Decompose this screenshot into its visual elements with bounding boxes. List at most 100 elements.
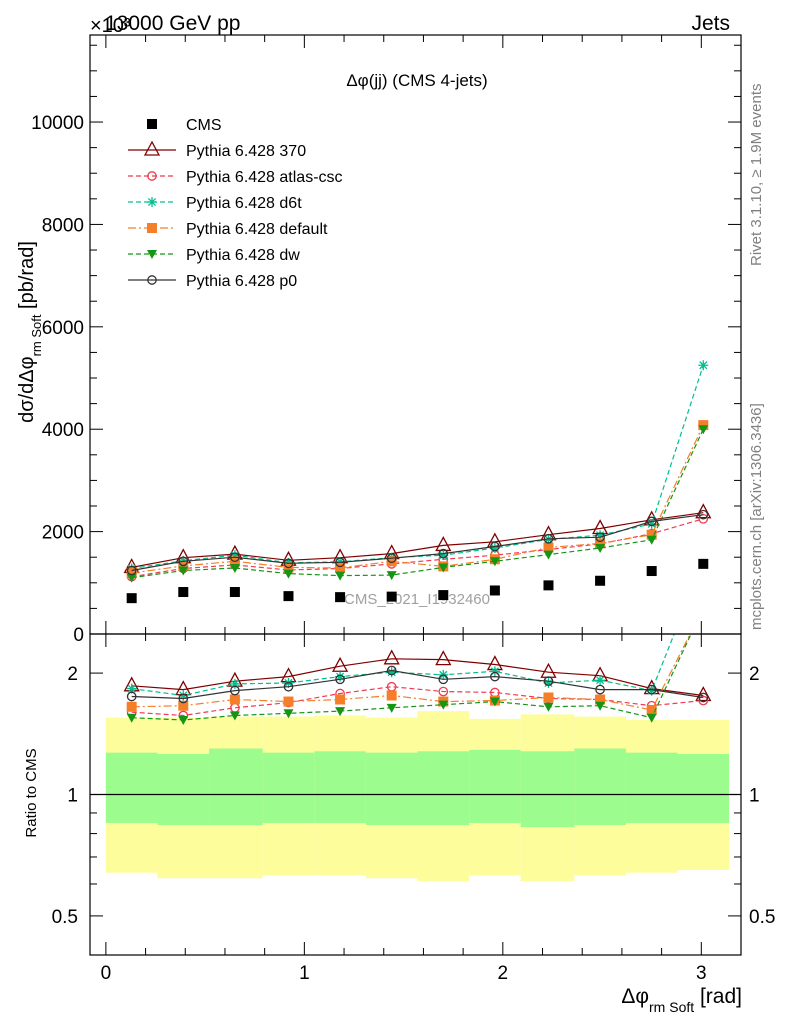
data-point-pythia-6-428-p0 <box>230 552 240 563</box>
ratio-point-pythia-6-428-p0 <box>438 674 449 685</box>
data-point-pythia-6-428-p0 <box>595 532 605 543</box>
ratio-line-pythia-6-428-d6t <box>131 634 675 697</box>
data-point-pythia-6-428-dw <box>386 571 397 581</box>
data-point-cms <box>229 587 240 598</box>
data-point-cms <box>698 558 709 569</box>
series-pythia-6-428-dw <box>126 425 709 583</box>
ratio-point-pythia-6-428-p0 <box>646 684 657 695</box>
ratio-line-pythia-6-428-370 <box>131 658 704 697</box>
ratio-point-pythia-6-428-default <box>698 603 708 613</box>
exponent-marker: ×10³ <box>90 15 131 37</box>
ratio-point-pythia-6-428-default <box>335 694 346 705</box>
watermark: CMS_2021_I1932460 <box>344 591 490 608</box>
ratio-point-pythia-6-428-p0 <box>335 674 345 685</box>
legend-marker-pythia-6-428-atlas-csc <box>147 171 157 181</box>
y-tick-label: 4000 <box>42 420 84 441</box>
data-point-pythia-6-428-dw <box>178 566 189 576</box>
data-point-pythia-6-428-p0 <box>335 557 345 568</box>
legend-marker-pythia-6-428-d6t <box>147 197 157 207</box>
x-tick-label: 0 <box>101 963 112 984</box>
data-point-pythia-6-428-dw <box>283 569 294 579</box>
ratio-point-pythia-6-428-default <box>126 701 137 712</box>
data-point-pythia-6-428-p0 <box>126 565 137 576</box>
xlabel-subscript: rm Soft <box>649 999 694 1015</box>
ratio-point-pythia-6-428-dw <box>595 701 606 711</box>
legend-entry-pythia-6-428-atlas-csc: Pythia 6.428 atlas-csc <box>128 169 343 186</box>
legend-label-pythia-6-428-370: Pythia 6.428 370 <box>186 143 306 160</box>
ratio-point-pythia-6-428-370 <box>331 656 349 672</box>
ratio-y-tick-label: 1 <box>67 786 78 807</box>
series-pythia-6-428-370 <box>123 503 712 574</box>
inner-band-bin <box>417 751 470 826</box>
ratio-point-pythia-6-428-dw <box>489 697 500 707</box>
ratio-point-pythia-6-428-p0 <box>386 665 397 676</box>
series-pythia-6-428-d6t <box>126 360 709 574</box>
data-point-pythia-6-428-dw <box>489 557 500 567</box>
ratio-point-pythia-6-428-370 <box>695 686 712 702</box>
ylabel-units: [pb/rad] <box>16 241 38 314</box>
legend-label-pythia-6-428-default: Pythia 6.428 default <box>186 221 328 238</box>
data-point-pythia-6-428-default <box>126 568 137 579</box>
ratio-panel: 0.5 0.5 1 1 2 2 0 1 2 3 <box>52 603 775 984</box>
ratio-point-pythia-6-428-370 <box>383 649 400 665</box>
xlabel-dphi: Δφ <box>621 985 649 1008</box>
ylabel-dsigma: dσ/dΔφ <box>16 356 38 423</box>
series-line-pythia-6-428-p0 <box>131 514 704 572</box>
ratio-series-pythia-6-428-p0 <box>126 665 709 704</box>
main-y-axis-title: dσ/dΔφrm Soft [pb/rad] <box>16 241 44 423</box>
ratio-point-pythia-6-428-default <box>178 700 189 711</box>
legend-entry-pythia-6-428-370: Pythia 6.428 370 <box>128 140 306 160</box>
x-axis-title: Δφrm Soft [rad] <box>621 985 742 1015</box>
ylabel-subscript: rm Soft <box>29 314 44 356</box>
mcplots-label: mcplots.cern.ch [arXiv:1306.3436] <box>748 403 765 630</box>
inner-band-bin <box>314 751 366 823</box>
ratio-point-pythia-6-428-atlas-csc <box>438 686 449 697</box>
inner-band-bin <box>209 748 263 826</box>
data-point-pythia-6-428-dw <box>126 573 137 583</box>
legend-marker-pythia-6-428-p0 <box>147 275 157 285</box>
data-point-pythia-6-428-p0 <box>543 533 554 544</box>
series-line-pythia-6-428-d6t <box>131 365 704 570</box>
main-panel: 0 2000 4000 6000 8000 10000 <box>31 34 742 646</box>
legend-label-pythia-6-428-p0: Pythia 6.428 p0 <box>186 273 297 290</box>
ratio-point-pythia-6-428-dw <box>646 713 657 723</box>
series-line-pythia-6-428-atlas-csc <box>131 518 704 578</box>
data-point-pythia-6-428-d6t <box>595 530 606 541</box>
ratio-line-pythia-6-428-p0 <box>131 669 704 700</box>
series-pythia-6-428-default <box>126 420 709 579</box>
y-tick-label: 8000 <box>42 215 84 236</box>
main-series <box>123 360 712 604</box>
legend-label-cms: CMS <box>186 117 222 134</box>
data-point-pythia-6-428-dw <box>543 550 554 560</box>
ratio-y-tick-label-right: 0.5 <box>749 907 775 928</box>
ratio-point-pythia-6-428-d6t <box>335 671 346 682</box>
data-point-pythia-6-428-p0 <box>438 548 449 559</box>
legend-entry-cms: CMS <box>147 117 222 134</box>
data-point-pythia-6-428-d6t <box>489 542 500 553</box>
ratio-point-pythia-6-428-d6t <box>386 667 397 678</box>
ratio-point-pythia-6-428-370 <box>435 650 452 666</box>
ratio-point-pythia-6-428-p0 <box>178 693 189 704</box>
ratio-frame <box>89 633 742 956</box>
data-point-pythia-6-428-p0 <box>646 516 657 527</box>
data-point-pythia-6-428-default <box>595 538 606 549</box>
process-label: Jets <box>691 12 730 35</box>
ratio-series-pythia-6-428-dw <box>126 634 692 726</box>
inner-band-bin <box>262 752 315 823</box>
data-point-pythia-6-428-default <box>386 556 397 567</box>
data-point-pythia-6-428-default <box>543 542 554 553</box>
data-point-pythia-6-428-d6t <box>698 360 709 371</box>
data-point-pythia-6-428-dw <box>229 563 240 573</box>
data-point-pythia-6-428-dw <box>335 571 346 581</box>
ratio-point-pythia-6-428-default <box>283 696 294 707</box>
ratio-point-pythia-6-428-dw <box>335 707 346 717</box>
inner-band-bin <box>625 752 678 823</box>
ratio-point-pythia-6-428-p0 <box>230 685 240 696</box>
data-point-cms <box>438 590 449 601</box>
ratio-point-pythia-6-428-dw <box>543 702 554 712</box>
ratio-y-tick-label: 2 <box>67 664 78 685</box>
data-point-pythia-6-428-p0 <box>698 509 709 520</box>
inner-band-bin <box>157 754 210 826</box>
data-point-pythia-6-428-default <box>698 420 709 431</box>
inner-band-bin <box>677 754 730 823</box>
